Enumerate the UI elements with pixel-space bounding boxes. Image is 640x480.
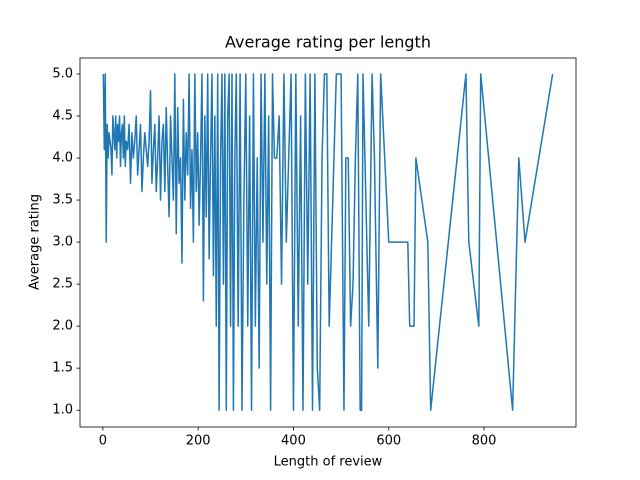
x-tick-label: 0 bbox=[99, 434, 107, 449]
y-tick-label: 4.5 bbox=[52, 108, 73, 123]
y-tick-label: 2.0 bbox=[52, 319, 73, 334]
y-tick-label: 2.5 bbox=[52, 277, 73, 292]
x-axis-label: Length of review bbox=[274, 455, 383, 470]
y-tick-label: 5.0 bbox=[52, 66, 73, 81]
y-axis-label: Average rating bbox=[28, 194, 43, 290]
data-line bbox=[102, 73, 554, 411]
x-tick-label: 400 bbox=[281, 434, 306, 449]
x-tick-label: 800 bbox=[472, 434, 497, 449]
y-tick-label: 1.0 bbox=[52, 403, 73, 418]
x-tick-label: 200 bbox=[186, 434, 211, 449]
x-tick-label: 600 bbox=[376, 434, 401, 449]
y-tick-label: 3.5 bbox=[52, 193, 73, 208]
y-tick-label: 1.5 bbox=[52, 361, 73, 376]
plot-frame bbox=[79, 57, 577, 428]
y-tick-label: 4.0 bbox=[52, 151, 73, 166]
chart-title: Average rating per length bbox=[225, 33, 431, 52]
y-tick-label: 3.0 bbox=[52, 235, 73, 250]
